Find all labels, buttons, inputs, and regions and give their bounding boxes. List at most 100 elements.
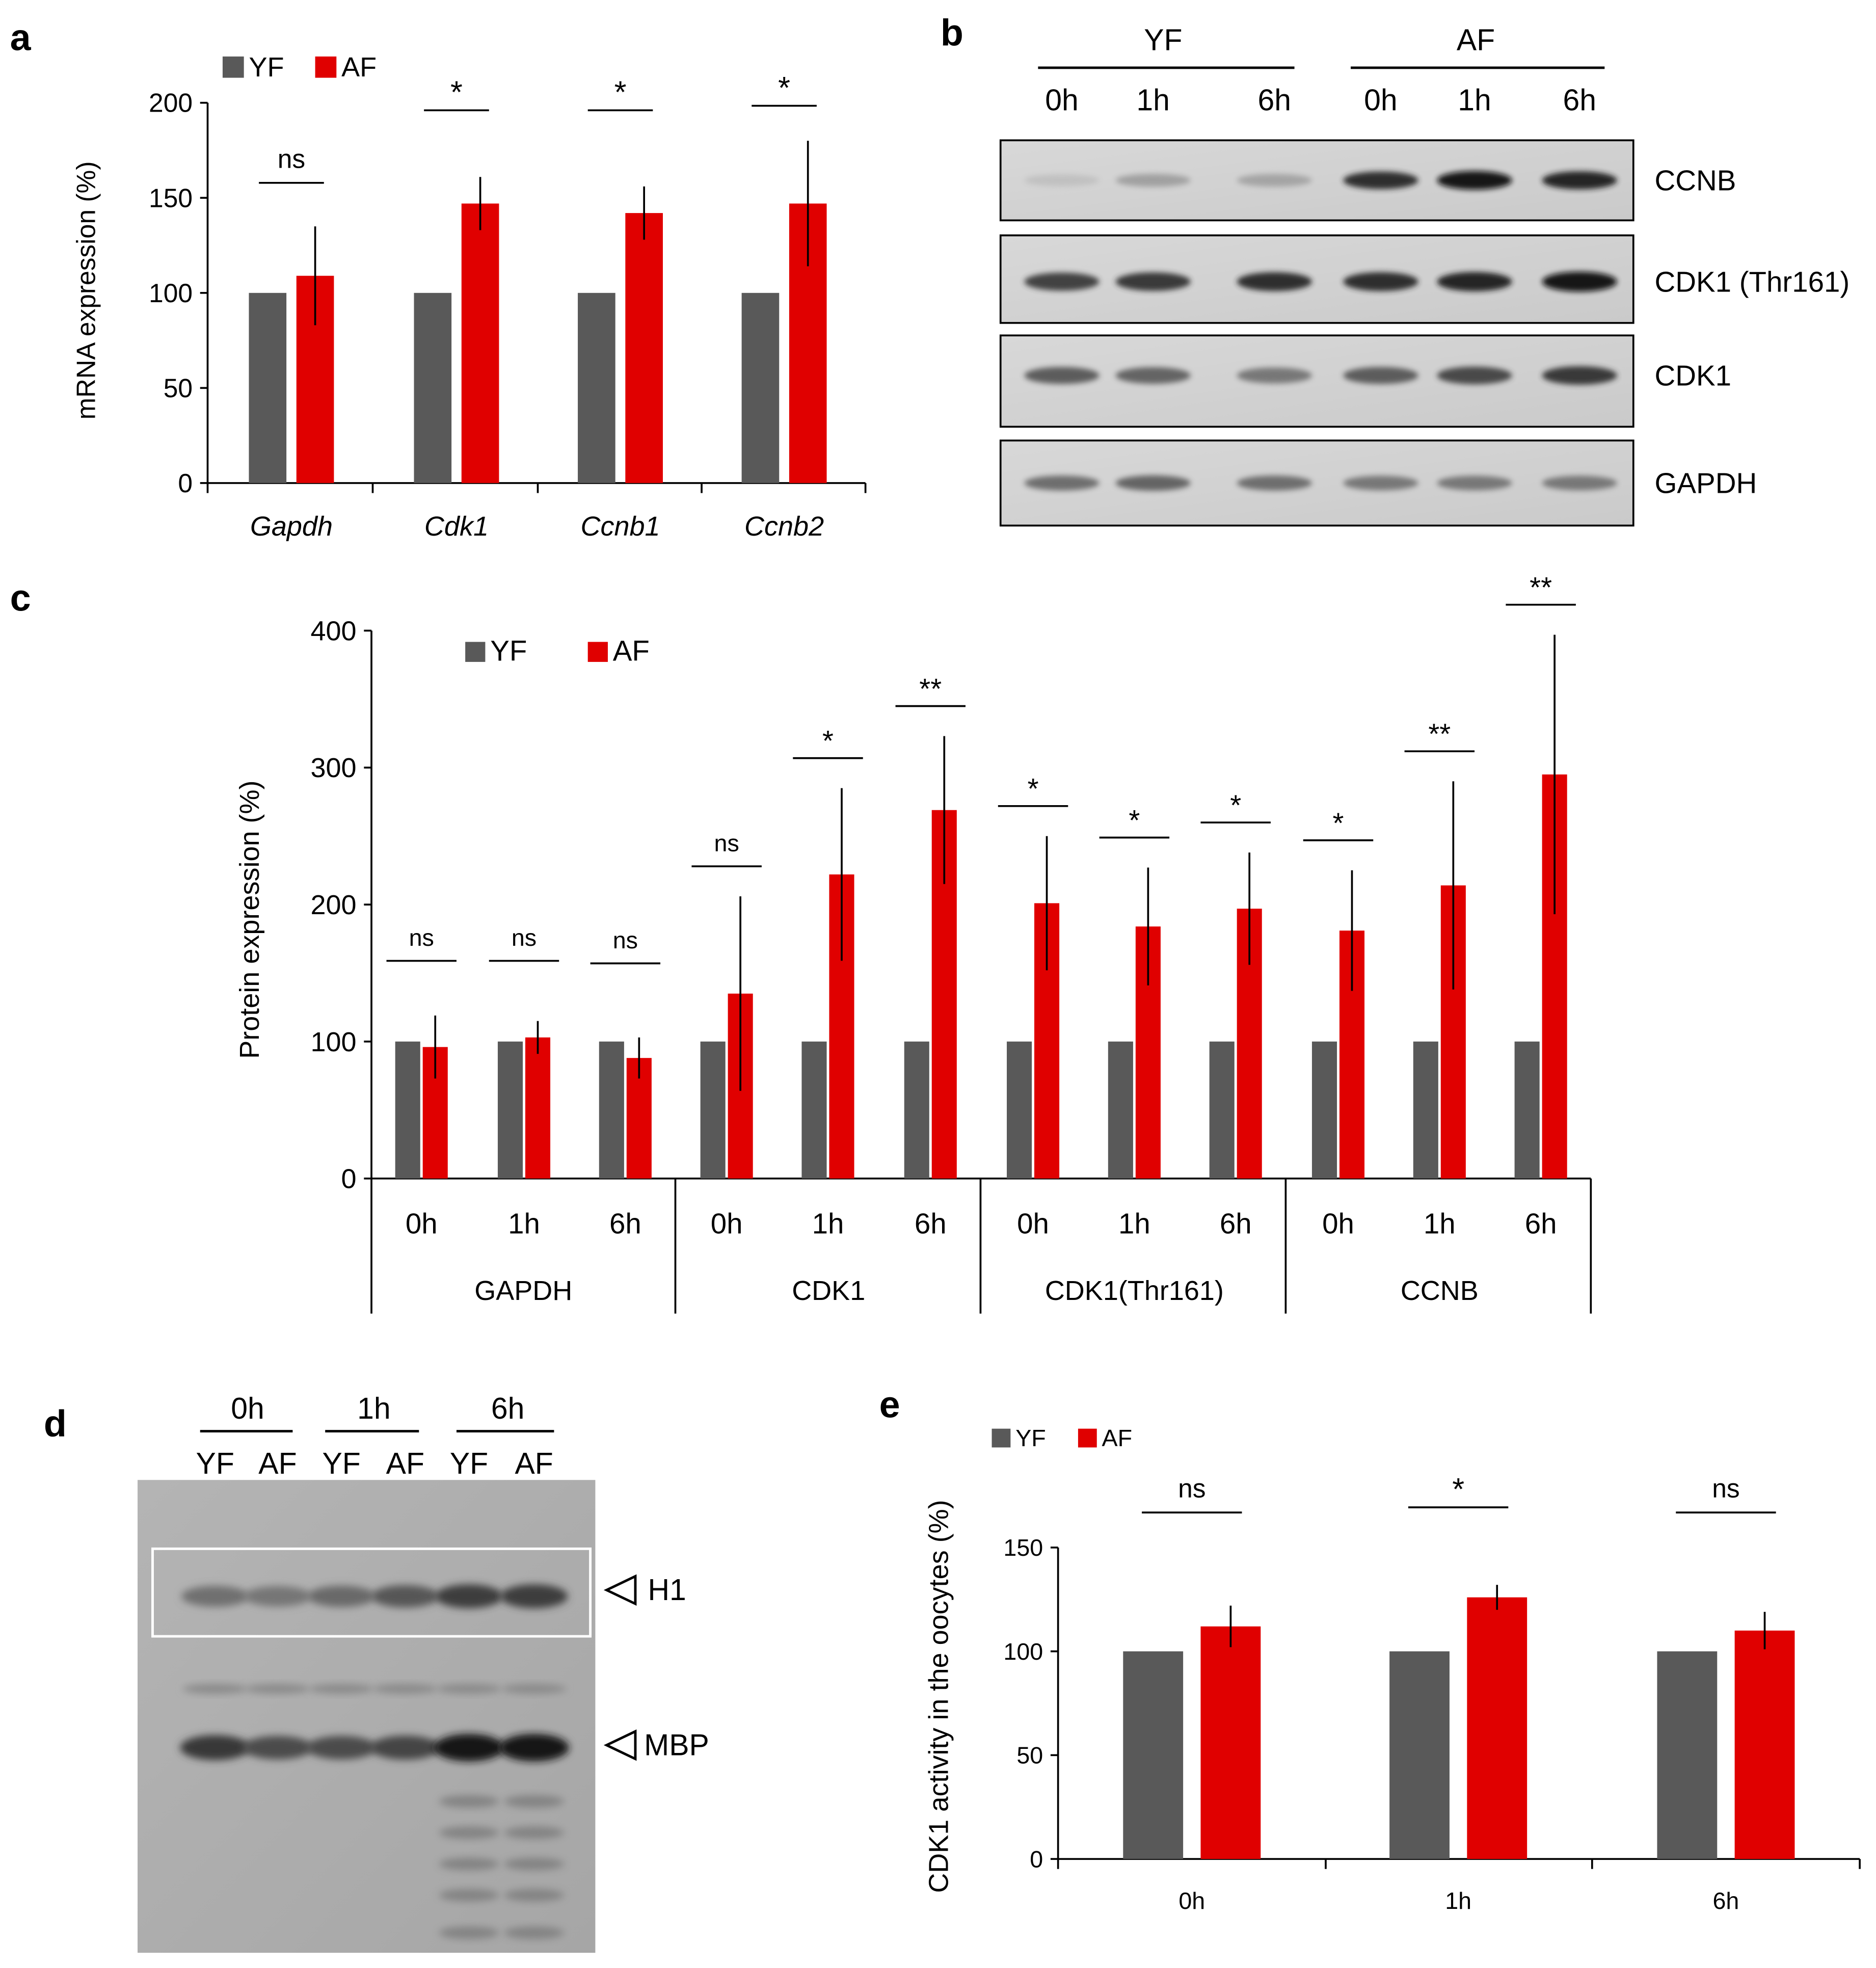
bar-yf-3: [700, 1041, 726, 1179]
blot-band: [1237, 367, 1312, 384]
significance-label-1: *: [1452, 1472, 1464, 1507]
blot-band: [1343, 272, 1418, 291]
x-time-label: 6h: [1525, 1208, 1557, 1240]
blot-time-label: 6h: [1563, 84, 1596, 117]
blot-label: CCNB: [1655, 165, 1736, 197]
y-tick-label: 100: [310, 1027, 356, 1057]
bar-yf-2: [1657, 1651, 1718, 1859]
group-label-yf: YF: [1144, 24, 1182, 57]
significance-label-11: **: [1530, 571, 1552, 603]
x-category-label: 6h: [1713, 1887, 1739, 1914]
legend-swatch-af: [315, 56, 337, 78]
legend-label-yf: YF: [1015, 1425, 1046, 1451]
blot-band: [1437, 272, 1512, 291]
x-time-label: 6h: [1220, 1208, 1252, 1240]
bar-yf-0: [395, 1041, 420, 1179]
blot-band: [1542, 171, 1617, 190]
blot-strip: [999, 439, 1634, 527]
panel-letter-d: d: [44, 1402, 67, 1444]
kinase-gel-panel-d: 0h 1h 6h YF AF YF AF YF AF H1 MBP: [138, 1392, 709, 1953]
gel-smear: [504, 1795, 565, 1808]
y-tick-label: 0: [1030, 1846, 1043, 1872]
blot-band: [1542, 366, 1617, 385]
blot-strip: [999, 234, 1634, 324]
significance-label-0: ns: [278, 144, 305, 173]
x-time-label: 6h: [609, 1208, 641, 1240]
gel-smear: [439, 1795, 499, 1808]
bar-yf-7: [1108, 1041, 1133, 1179]
significance-label-0: ns: [1178, 1474, 1205, 1503]
mbp-arrow-icon: [603, 1729, 637, 1761]
gel-band-faint: [436, 1684, 502, 1694]
bar-yf-10: [1413, 1041, 1438, 1179]
legend-swatch-yf: [465, 642, 486, 662]
gel-band-h1: [500, 1584, 568, 1609]
gel-band-h1: [181, 1586, 249, 1607]
blot-band: [1437, 171, 1512, 190]
x-time-label: 0h: [1322, 1208, 1354, 1240]
legend-label-yf: YF: [490, 634, 527, 667]
y-tick-label: 150: [1003, 1534, 1043, 1561]
x-category-label: 0h: [1178, 1887, 1205, 1914]
bar-af-1: [1467, 1597, 1527, 1859]
x-category-label: Gapdh: [250, 511, 333, 542]
bar-af-1: [525, 1037, 551, 1179]
gel-band-mbp: [499, 1734, 569, 1762]
bar-yf-11: [1514, 1041, 1540, 1179]
gel-band-faint: [245, 1684, 310, 1694]
legend-swatch-yf: [222, 56, 244, 78]
bar-yf-1: [414, 292, 452, 483]
bar-yf-4: [801, 1041, 827, 1179]
chart-panel-e: 0 50 100 150 CDK1 activity in the oocytes (%…: [924, 1425, 1861, 1914]
significance-label-4: *: [822, 725, 834, 757]
gel-lane-label: AF: [258, 1447, 297, 1480]
x-group-label: CDK1(Thr161): [1045, 1275, 1224, 1306]
y-tick-label: 200: [310, 890, 356, 920]
blot-band: [1115, 272, 1191, 291]
blot-label: CDK1 (Thr161): [1655, 265, 1850, 298]
gel-band-label-h1: H1: [648, 1574, 686, 1607]
x-group-label: GAPDH: [474, 1275, 572, 1306]
x-time-label: 0h: [1017, 1208, 1049, 1240]
gel-lane-label: YF: [322, 1447, 360, 1480]
significance-label-6: *: [1028, 773, 1039, 805]
y-axis-label: CDK1 activity in the oocytes (%): [924, 1500, 954, 1893]
legend-swatch-af: [587, 642, 608, 662]
blot-time-label: 1h: [1136, 84, 1170, 117]
gel-band-mbp: [180, 1735, 250, 1761]
x-time-label: 1h: [1118, 1208, 1150, 1240]
gel-time-6h: 6h: [491, 1392, 525, 1425]
y-tick-label: 0: [341, 1164, 357, 1194]
gel-band-mbp: [370, 1736, 441, 1760]
blot-band: [1115, 174, 1191, 187]
gel-band-mbp: [243, 1736, 313, 1760]
significance-label-3: ns: [714, 830, 739, 857]
x-category-label: Ccnb1: [580, 511, 660, 542]
blot-band: [1024, 475, 1100, 491]
gel-time-0h: 0h: [231, 1392, 264, 1425]
significance-label-3: *: [778, 70, 790, 105]
significance-label-2: ns: [1712, 1474, 1739, 1503]
bar-yf-6: [1007, 1041, 1032, 1179]
blot-strip: [999, 139, 1634, 222]
bar-yf-0: [249, 292, 287, 483]
gel-background: [138, 1480, 596, 1953]
x-time-label: 0h: [406, 1208, 438, 1240]
y-tick-label: 400: [310, 616, 356, 646]
blot-strip: [999, 334, 1634, 428]
blot-band: [1542, 475, 1617, 491]
blot-label: CDK1: [1655, 359, 1732, 391]
bar-af-2: [625, 213, 663, 483]
gel-smear: [504, 1826, 565, 1839]
gel-band-mbp: [306, 1736, 377, 1760]
gel-smear: [504, 1926, 565, 1939]
gel-band-label-mbp: MBP: [644, 1728, 709, 1762]
bar-yf-8: [1209, 1041, 1235, 1179]
gel-smear: [439, 1826, 499, 1839]
y-tick-label: 50: [1016, 1742, 1043, 1769]
y-tick-label: 100: [1003, 1638, 1043, 1665]
gel-band-h1: [371, 1585, 439, 1608]
gel-band-mbp: [434, 1734, 504, 1762]
y-tick-label: 0: [178, 468, 193, 498]
